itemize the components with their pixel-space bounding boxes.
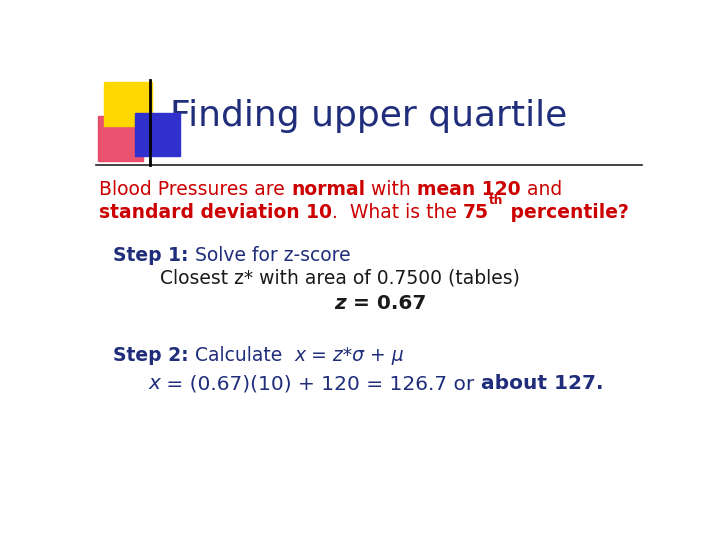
Text: Calculate: Calculate bbox=[189, 346, 294, 365]
Text: Blood Pressures are: Blood Pressures are bbox=[99, 180, 291, 199]
Text: .  What is the: . What is the bbox=[333, 204, 463, 222]
Text: Step 2:: Step 2: bbox=[113, 346, 189, 365]
Text: th: th bbox=[489, 194, 503, 207]
Text: percentile?: percentile? bbox=[503, 204, 629, 222]
Text: Finding upper quartile: Finding upper quartile bbox=[171, 99, 567, 133]
Bar bbox=[104, 82, 152, 126]
Text: about 127.: about 127. bbox=[481, 374, 603, 393]
Text: with: with bbox=[365, 180, 417, 199]
Bar bbox=[98, 117, 143, 161]
Text: and: and bbox=[521, 180, 562, 199]
Text: z: z bbox=[334, 294, 346, 313]
Text: Closest z* with area of 0.7500 (tables): Closest z* with area of 0.7500 (tables) bbox=[160, 269, 520, 288]
Bar bbox=[135, 113, 180, 156]
Text: Step 1:: Step 1: bbox=[113, 246, 189, 265]
Text: = (0.67)(10) + 120 = 126.7 or: = (0.67)(10) + 120 = 126.7 or bbox=[160, 374, 481, 393]
Text: standard deviation 10: standard deviation 10 bbox=[99, 204, 333, 222]
Text: x = z*σ + μ: x = z*σ + μ bbox=[294, 346, 404, 365]
Text: x: x bbox=[148, 374, 160, 393]
Text: Solve for z-score: Solve for z-score bbox=[189, 246, 351, 265]
Text: 75: 75 bbox=[463, 204, 489, 222]
Text: mean 120: mean 120 bbox=[417, 180, 521, 199]
Text: normal: normal bbox=[291, 180, 365, 199]
Text: = 0.67: = 0.67 bbox=[346, 294, 426, 313]
